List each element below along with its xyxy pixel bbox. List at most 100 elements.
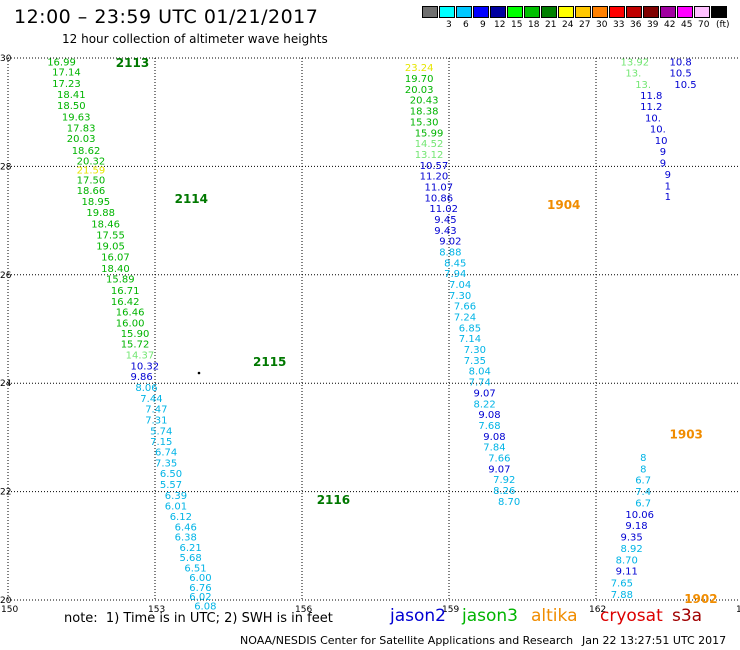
pass-number-label: 1904 [547, 198, 580, 212]
pass-number-label: 2114 [175, 192, 208, 206]
legend-label: 33 [613, 20, 625, 30]
wave-height-value: 18.40 [101, 264, 130, 275]
wave-height-value: 6.39 [165, 491, 187, 502]
wave-height-value: 6.85 [459, 323, 481, 334]
wave-height-value: 6.74 [155, 447, 177, 458]
wave-height-value: 15.30 [410, 117, 439, 128]
wave-height-value: 10.8 [670, 57, 692, 68]
wave-height-value: 7.68 [478, 421, 500, 432]
wave-height-value: 9.07 [474, 388, 496, 399]
wave-height-value: 20.32 [77, 156, 106, 167]
wave-height-value: 5.57 [160, 480, 182, 491]
satellite-pass: 13.9213.13.11.811.210.10.109991110.810.5… [621, 57, 697, 203]
wave-height-value: 10.57 [420, 161, 449, 172]
wave-height-value: 7.88 [611, 590, 633, 601]
wave-height-value: 5.74 [150, 426, 172, 437]
legend-label: 45 [681, 20, 693, 30]
legend-swatch [439, 6, 455, 18]
wave-height-value: 6.51 [184, 563, 206, 574]
wave-height-value: 15.90 [121, 329, 150, 340]
legend-swatch [456, 6, 472, 18]
wave-height-value: 8 [640, 453, 646, 464]
lat-tick-label: 24 [0, 379, 12, 389]
wave-height-value: 11.8 [640, 91, 662, 102]
wave-height-value: 21.59 [77, 166, 106, 177]
wave-height-value: 10.86 [425, 193, 454, 204]
legend-label: 12 [494, 20, 506, 30]
legend-swatch [422, 6, 438, 18]
satellite-name-altika: altika [531, 606, 578, 626]
satellite-pass: 2116 [317, 493, 350, 507]
wave-height-value: 6.21 [180, 543, 202, 554]
legend-labels: 3 6 9 12 15 18 21 24 27 30 33 36 39 42 45 70 (ft) [422, 18, 730, 32]
wave-height-value: 8.45 [444, 258, 466, 269]
legend-swatch [575, 6, 591, 18]
wave-height-value: 8.04 [469, 367, 491, 378]
wave-height-value: 9.18 [625, 521, 647, 532]
wave-height-value: 11.2 [640, 102, 662, 113]
wave-height-value: 7.92 [493, 475, 515, 486]
lon-tick-label: 165 [736, 605, 740, 615]
wave-height-value: 20.43 [410, 96, 439, 107]
wave-height-value: 7.04 [449, 280, 471, 291]
wave-height-value: 6.02 [189, 592, 211, 603]
wave-height-value: 17.55 [96, 231, 125, 242]
wave-height-value: 7.66 [488, 453, 510, 464]
wave-height-value: 6.76 [189, 583, 211, 594]
legend-swatch [626, 6, 642, 18]
wave-height-value: 16.71 [111, 286, 140, 297]
wave-height-value: 7.84 [483, 443, 505, 454]
wave-height-value: 17.14 [52, 68, 81, 79]
lat-tick-label: 26 [0, 271, 12, 281]
wave-height-value: 7.31 [145, 416, 167, 427]
wave-height-value: 11.07 [425, 182, 454, 193]
wave-height-value: 1 [665, 192, 671, 203]
satellite-pass: 2114 [175, 192, 208, 206]
wave-height-value: 9.08 [478, 410, 500, 421]
legend-label: 6 [463, 20, 469, 30]
footer-credit: NOAA/NESDIS Center for Satellite Applica… [240, 634, 574, 647]
wave-height-value: 7.30 [449, 291, 471, 302]
wave-height-value: 15.99 [415, 128, 444, 139]
wave-height-value: 9.11 [616, 567, 638, 578]
lat-tick-label: 22 [0, 488, 11, 498]
wave-height-value: 7.30 [464, 345, 486, 356]
lon-tick-label: 159 [442, 605, 459, 615]
wave-height-value: 6.50 [160, 469, 182, 480]
wave-height-value: 6.7 [635, 476, 651, 487]
wave-height-value: 13. [625, 69, 641, 80]
wave-height-value: 20.03 [67, 134, 96, 145]
legend-label: 36 [630, 20, 642, 30]
wave-height-value: 16.07 [101, 252, 130, 263]
wave-height-value: 19.88 [86, 208, 115, 219]
wave-height-value: 6.7 [635, 498, 651, 509]
wave-height-value: 8 [640, 464, 646, 475]
wave-height-value: 11.20 [420, 172, 449, 183]
legend-label: 42 [664, 20, 676, 30]
wave-height-value: 7.47 [145, 405, 167, 416]
wave-height-value: 9 [665, 170, 671, 181]
satellite-pass: 2115 [253, 355, 286, 369]
legend-label: 15 [511, 20, 523, 30]
wave-height-value: 7.35 [155, 458, 177, 469]
satellite-pass: 1903 [670, 428, 703, 442]
wave-height-value: 16.00 [116, 318, 145, 329]
legend-label: 39 [647, 20, 659, 30]
wave-height-value: 7.4 [635, 487, 651, 498]
pass-number-label: 1903 [670, 428, 703, 442]
wave-height-value: 17.83 [67, 123, 96, 134]
satellite-pass: 1902 [684, 592, 717, 606]
wave-height-value: 7.65 [611, 579, 633, 590]
wave-height-value: 14.52 [415, 139, 444, 150]
wave-height-value: 16.99 [47, 57, 76, 68]
wave-height-value: 18.62 [72, 146, 101, 157]
legend-unit: (ft) [716, 20, 730, 30]
legend-swatch [507, 6, 523, 18]
legend-swatch [490, 6, 506, 18]
wave-height-value: 6.12 [170, 512, 192, 523]
legend-label: 3 [446, 20, 452, 30]
wave-height-value: 8.06 [135, 383, 157, 394]
wave-height-value: 10. [650, 124, 666, 135]
